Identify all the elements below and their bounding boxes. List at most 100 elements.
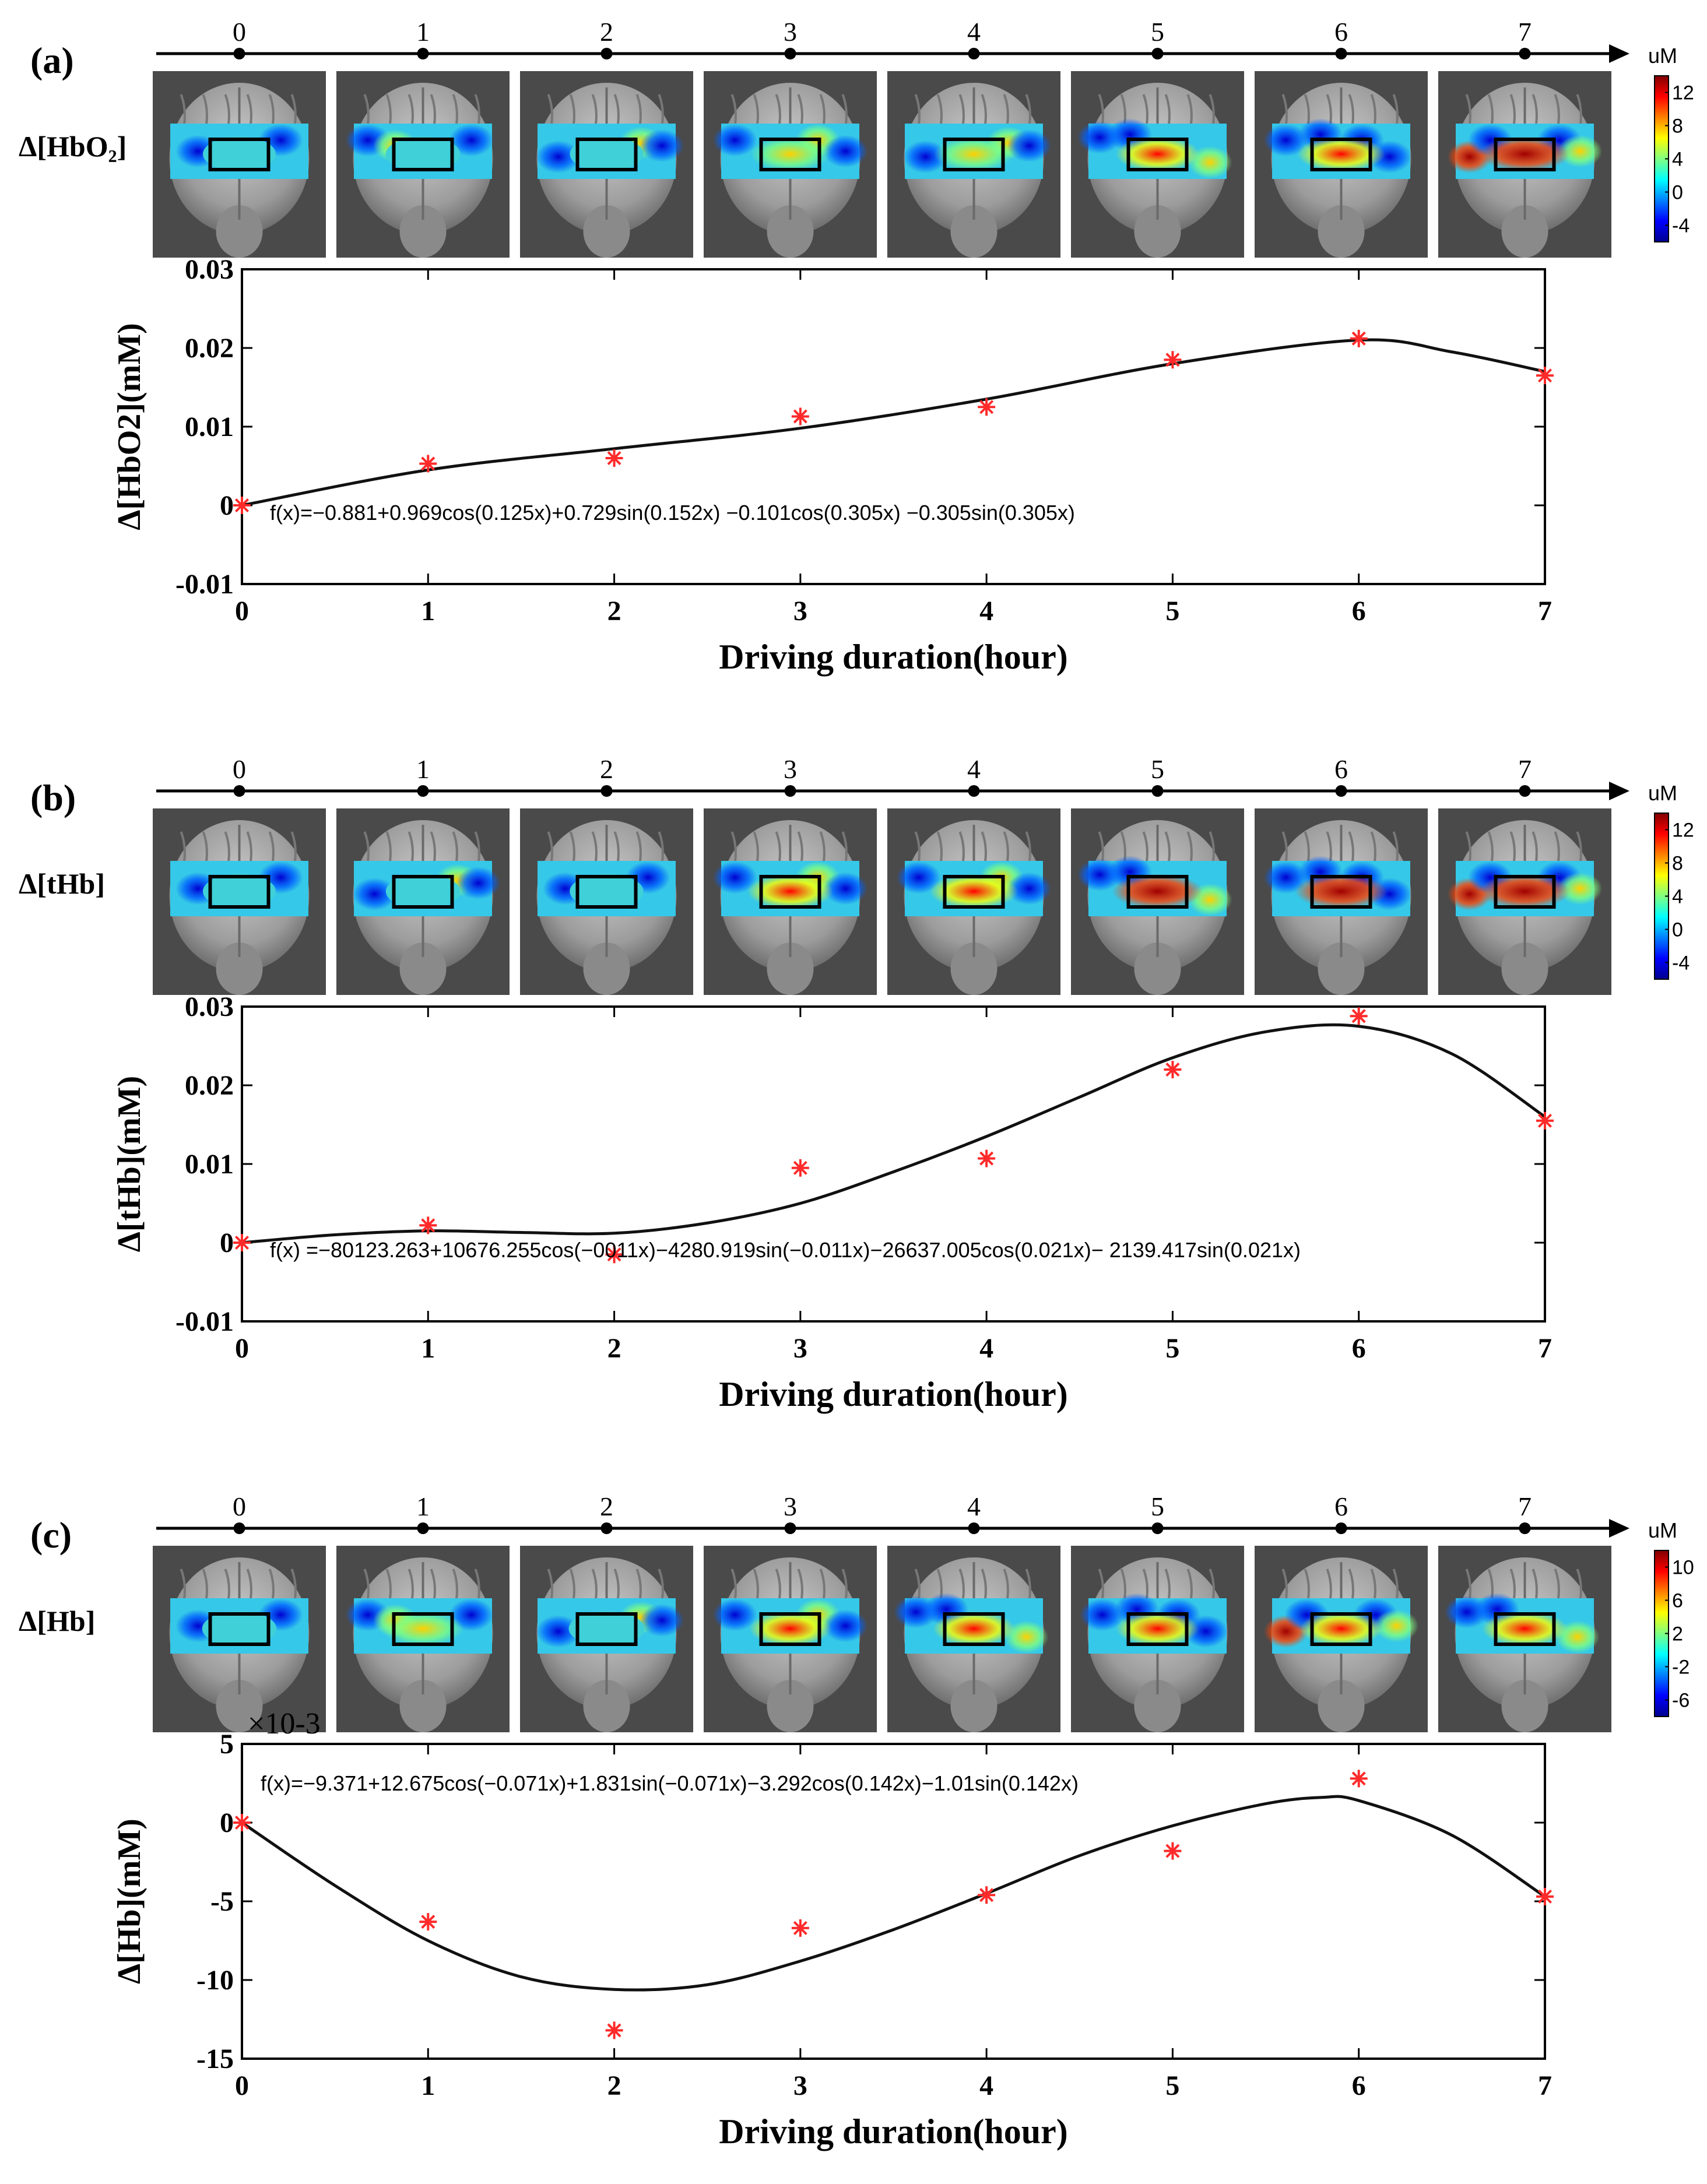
roi-activation (933, 136, 1014, 172)
roi-activation (385, 136, 461, 172)
colorbar-tick-label: 10 (1672, 1557, 1694, 1579)
roi-activation (570, 874, 644, 909)
timeline-tick-label: 5 (1151, 17, 1164, 47)
brain-stem (583, 942, 630, 995)
y-tick-label: 0.03 (185, 991, 234, 1022)
colorbar-unit: uM (1648, 1518, 1677, 1542)
marker-stroke (1537, 1113, 1553, 1128)
timeline-tick-label: 7 (1518, 1492, 1532, 1521)
data-point (233, 1234, 251, 1251)
colorbar-unit: uM (1648, 781, 1677, 805)
activation-blob (352, 878, 397, 910)
y-tick-label: -15 (196, 2044, 234, 2074)
activation-blob (712, 1598, 757, 1631)
brain-stem (950, 942, 997, 995)
brain-map-tile (336, 1546, 510, 1732)
timeline-dot (1519, 48, 1531, 59)
data-point (791, 1919, 809, 1937)
brain-stem (767, 205, 814, 258)
brain-stem (1501, 205, 1548, 258)
timeline-dot (968, 1522, 980, 1534)
brain-stem (583, 1680, 630, 1732)
roi-box (1310, 875, 1372, 909)
roi-activation (750, 136, 831, 172)
marker-stroke (979, 1151, 994, 1166)
timeline-dot (1519, 1522, 1531, 1534)
marker-stroke (1165, 1844, 1180, 1858)
y-tick-label: -5 (210, 1886, 234, 1917)
activation-blob (536, 1615, 581, 1648)
brain-map-tile (704, 71, 877, 258)
activation-map (536, 124, 684, 179)
activation-map (1263, 1598, 1419, 1654)
data-point (605, 449, 623, 467)
y-tick-label: -0.01 (175, 569, 234, 600)
colorbar-tick-label: -4 (1672, 215, 1690, 237)
roi-activation (203, 136, 276, 172)
roi-box (392, 1612, 454, 1646)
timeline-dot (233, 48, 245, 59)
roi-activation (1295, 874, 1388, 909)
activation-map (1263, 118, 1412, 179)
brain-map-tile (887, 808, 1060, 995)
activation-map (345, 124, 494, 179)
colorbar-tick-label: 4 (1672, 886, 1683, 908)
timeline-tick-label: 0 (233, 754, 246, 784)
colorbar-tick-label: -6 (1672, 1690, 1690, 1712)
brain-map-tile (1438, 1546, 1611, 1732)
brain-stem (399, 1680, 447, 1732)
roi-box (575, 1612, 638, 1646)
fit-curve (241, 338, 1546, 507)
roi-box (392, 875, 454, 909)
brain-stem (1501, 1680, 1548, 1732)
brain-stem (1318, 942, 1365, 995)
roi-activation (929, 874, 1018, 909)
y-tick-label: 0 (220, 490, 234, 521)
quantity-label: Δ[Hb] (19, 1605, 95, 1637)
quantity-label: Δ[HbO₂] (19, 130, 127, 163)
brain-stem (767, 1680, 814, 1732)
activation-blob (1558, 872, 1603, 905)
activation-map (893, 1593, 1049, 1654)
activation-blob (536, 140, 581, 173)
roi-box (1126, 138, 1189, 171)
data-point (233, 497, 251, 514)
y-tick-label: 0.02 (185, 1070, 234, 1101)
roi-activation (1115, 136, 1200, 172)
quantity-label: Δ[tHb] (19, 867, 105, 900)
brain-map-tile (704, 1546, 877, 1732)
brain-map-tile (1255, 808, 1428, 995)
brain-map-tile (520, 1546, 693, 1732)
x-tick-label: 6 (1352, 596, 1366, 627)
brain-stem (1318, 1680, 1365, 1732)
data-point (605, 1246, 623, 1264)
timeline-tick-label: 1 (416, 1492, 430, 1521)
timeline-dot (1151, 785, 1164, 797)
roi-box (1126, 875, 1189, 909)
data-point (419, 1216, 437, 1235)
x-tick-label: 6 (1352, 1333, 1366, 1364)
colorbar-tick-label: 12 (1672, 82, 1694, 104)
brain-stem (399, 205, 447, 258)
marker-stroke (607, 451, 621, 466)
activation-map (896, 861, 1052, 916)
activation-map (345, 1598, 494, 1654)
brain-map-tile (153, 808, 326, 995)
roi-box (1494, 138, 1556, 171)
activation-blob (712, 124, 757, 157)
timeline-tick-label: 4 (967, 1492, 981, 1521)
panel-c: (c) Δ[Hb] 0 1 2 3 4 5 6 7 uM 10 6 2 -2 -6 -15 -10 -5 0 5 0 1 2 3… (19, 1492, 1694, 2151)
x-tick-label: 7 (1538, 596, 1552, 627)
activation-blob (712, 861, 757, 894)
plot-area (241, 1005, 1546, 1323)
x-tick-label: 1 (421, 2070, 435, 2101)
fit-equation: f(x)=−0.881+0.969cos(0.125x)+0.729sin(0.… (270, 501, 1075, 525)
timeline-tick-label: 1 (416, 17, 430, 47)
plot-area (241, 268, 1546, 585)
activation-blob (1558, 135, 1603, 168)
timeline-tick-label: 3 (784, 17, 797, 47)
fit-curve (241, 1795, 1546, 1992)
x-tick-label: 2 (607, 1333, 621, 1364)
roi-box (759, 1612, 821, 1646)
